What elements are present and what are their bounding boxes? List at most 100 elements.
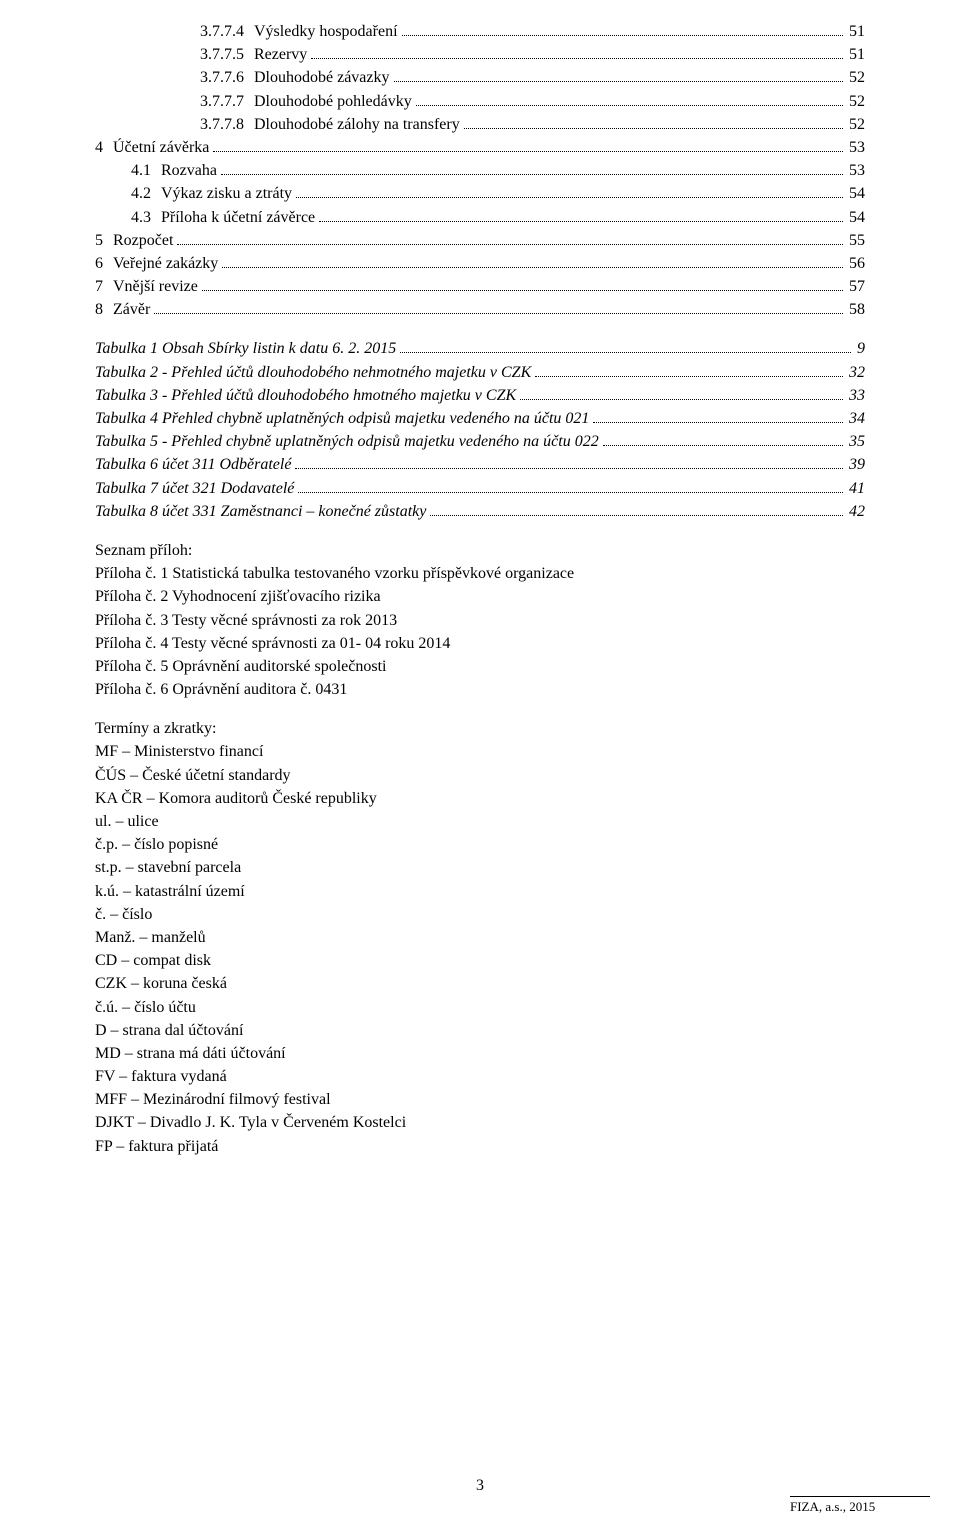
toc-entry-page: 52 [847, 113, 865, 136]
toc-entry-label: Dlouhodobé zálohy na transfery [254, 113, 460, 136]
toc-entry: 3.7.7.4Výsledky hospodaření 51 [95, 20, 865, 43]
toc-entry-number: 5 [95, 229, 113, 252]
toc-leader-dots [298, 492, 843, 493]
table-list-label: Tabulka 7 účet 321 Dodavatelé [95, 477, 294, 500]
document-page: 3.7.7.4Výsledky hospodaření 51 3.7.7.5Reze… [0, 0, 960, 1525]
toc-entry-label: Rozvaha [161, 159, 217, 182]
attachments-section: Příloha č. 1 Statistická tabulka testova… [95, 562, 865, 701]
abbreviation-line: CD – compat disk [95, 949, 865, 972]
toc-entry-number: 3.7.7.4 [200, 20, 254, 43]
abbreviations-section: MF – Ministerstvo financíČÚS – České úče… [95, 740, 865, 1157]
toc-entry-number: 8 [95, 298, 113, 321]
table-list-label: Tabulka 6 účet 311 Odběratelé [95, 453, 291, 476]
toc-entry-label: Dlouhodobé pohledávky [254, 90, 412, 113]
toc-entry-label: Závěr [113, 298, 150, 321]
toc-leader-dots [603, 445, 843, 446]
table-list-page: 42 [847, 500, 865, 523]
attachment-line: Příloha č. 4 Testy věcné správnosti za 0… [95, 632, 865, 655]
abbreviation-line: č.p. – číslo popisné [95, 833, 865, 856]
attachment-line: Příloha č. 6 Oprávnění auditora č. 0431 [95, 678, 865, 701]
toc-entry-label: Výsledky hospodaření [254, 20, 398, 43]
table-list-entry: Tabulka 2 - Přehled účtů dlouhodobého ne… [95, 361, 865, 384]
footer-company: FIZA, a.s., 2015 [790, 1496, 930, 1515]
table-list-entry: Tabulka 8 účet 331 Zaměstnanci – konečné… [95, 500, 865, 523]
table-list-page: 35 [847, 430, 865, 453]
toc-entry-label: Vnější revize [113, 275, 198, 298]
table-list-page: 39 [847, 453, 865, 476]
toc-entry-page: 58 [847, 298, 865, 321]
toc-entry-page: 53 [847, 159, 865, 182]
toc-leader-dots [177, 244, 843, 245]
toc-leader-dots [319, 221, 843, 222]
toc-leader-dots [464, 128, 843, 129]
toc-entry-number: 4.2 [131, 182, 161, 205]
toc-entry-page: 54 [847, 182, 865, 205]
table-list-entry: Tabulka 7 účet 321 Dodavatelé41 [95, 477, 865, 500]
toc-leader-dots [311, 58, 843, 59]
abbreviation-line: MFF – Mezinárodní filmový festival [95, 1088, 865, 1111]
toc-leader-dots [535, 376, 843, 377]
toc-leader-dots [296, 197, 843, 198]
toc-leader-dots [593, 422, 843, 423]
abbreviation-line: MD – strana má dáti účtování [95, 1042, 865, 1065]
toc-entry-number: 4 [95, 136, 113, 159]
toc-entry-label: Rezervy [254, 43, 307, 66]
toc-leader-dots [213, 151, 843, 152]
toc-entry-label: Rozpočet [113, 229, 173, 252]
toc-entry: 5Rozpočet 55 [95, 229, 865, 252]
toc-entry-label: Příloha k účetní závěrce [161, 206, 315, 229]
table-list-label: Tabulka 3 - Přehled účtů dlouhodobého hm… [95, 384, 516, 407]
toc-entry-label: Veřejné zakázky [113, 252, 218, 275]
toc-entry-label: Účetní závěrka [113, 136, 209, 159]
toc-entry: 4.1Rozvaha 53 [95, 159, 865, 182]
abbreviation-line: FV – faktura vydaná [95, 1065, 865, 1088]
abbreviation-line: č.ú. – číslo účtu [95, 996, 865, 1019]
abbreviation-line: D – strana dal účtování [95, 1019, 865, 1042]
toc-leader-dots [402, 35, 843, 36]
abbreviation-line: ČÚS – České účetní standardy [95, 764, 865, 787]
attachment-line: Příloha č. 2 Vyhodnocení zjišťovacího ri… [95, 585, 865, 608]
page-number: 3 [0, 1477, 960, 1495]
table-list-entry: Tabulka 4 Přehled chybně uplatněných odp… [95, 407, 865, 430]
toc-entry-number: 4.3 [131, 206, 161, 229]
toc-entry-page: 52 [847, 90, 865, 113]
toc-leader-dots [221, 174, 843, 175]
toc-leader-dots [416, 105, 843, 106]
toc-entry-page: 53 [847, 136, 865, 159]
abbreviation-line: k.ú. – katastrální území [95, 880, 865, 903]
abbreviation-line: FP – faktura přijatá [95, 1135, 865, 1158]
abbreviation-line: st.p. – stavební parcela [95, 856, 865, 879]
toc-entry-number: 3.7.7.5 [200, 43, 254, 66]
toc-entry: 8Závěr 58 [95, 298, 865, 321]
abbreviation-line: č. – číslo [95, 903, 865, 926]
table-list-entry: Tabulka 5 - Přehled chybně uplatněných o… [95, 430, 865, 453]
attachment-line: Příloha č. 3 Testy věcné správnosti za r… [95, 609, 865, 632]
attachments-header: Seznam příloh: [95, 539, 865, 562]
toc-leader-dots [394, 81, 843, 82]
abbreviation-line: MF – Ministerstvo financí [95, 740, 865, 763]
table-list-entry: Tabulka 3 - Přehled účtů dlouhodobého hm… [95, 384, 865, 407]
table-list-label: Tabulka 2 - Přehled účtů dlouhodobého ne… [95, 361, 531, 384]
toc-entry: 3.7.7.7Dlouhodobé pohledávky52 [95, 90, 865, 113]
toc-entry-page: 51 [847, 20, 865, 43]
toc-entry: 3.7.7.8Dlouhodobé zálohy na transfery52 [95, 113, 865, 136]
table-list-page: 34 [847, 407, 865, 430]
table-list-label: Tabulka 5 - Přehled chybně uplatněných o… [95, 430, 599, 453]
toc-leader-dots [400, 352, 851, 353]
toc-leader-dots [520, 399, 843, 400]
toc-entry: 4.3Příloha k účetní závěrce54 [95, 206, 865, 229]
toc-entry-page: 51 [847, 43, 865, 66]
toc-leader-dots [295, 468, 843, 469]
abbreviation-line: KA ČR – Komora auditorů České republiky [95, 787, 865, 810]
table-list-label: Tabulka 8 účet 331 Zaměstnanci – konečné… [95, 500, 426, 523]
toc-entry-number: 4.1 [131, 159, 161, 182]
toc-entry-page: 55 [847, 229, 865, 252]
table-list-entry: Tabulka 6 účet 311 Odběratelé 39 [95, 453, 865, 476]
table-list-entry: Tabulka 1 Obsah Sbírky listin k datu 6. … [95, 337, 865, 360]
abbreviations-header: Termíny a zkratky: [95, 717, 865, 740]
abbreviation-line: DJKT – Divadlo J. K. Tyla v Červeném Kos… [95, 1111, 865, 1134]
toc-leader-dots [430, 515, 843, 516]
toc-entry: 3.7.7.6Dlouhodobé závazky52 [95, 66, 865, 89]
toc-entry-page: 52 [847, 66, 865, 89]
tables-list-section: Tabulka 1 Obsah Sbírky listin k datu 6. … [95, 337, 865, 523]
